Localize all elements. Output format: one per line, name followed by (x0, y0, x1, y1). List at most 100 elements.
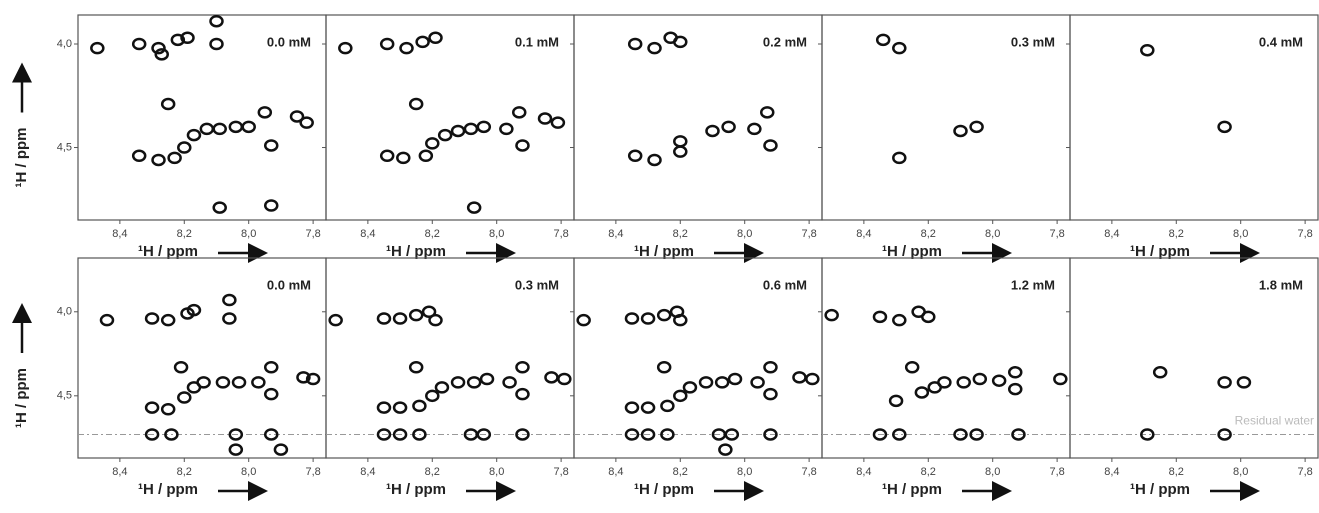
peak (257, 106, 273, 119)
x-tick-label: 8,4 (1104, 466, 1119, 478)
panel-title: 0.6 mM (763, 277, 807, 292)
peak (177, 141, 192, 154)
peak (273, 443, 289, 456)
peak (872, 310, 888, 324)
peak (1140, 428, 1155, 441)
peak (673, 145, 688, 158)
peak (186, 128, 202, 142)
peak (956, 376, 971, 389)
panel-title: 1.8 mM (1259, 277, 1303, 292)
peak (892, 151, 907, 165)
peak (263, 428, 279, 441)
peak (750, 376, 765, 389)
peak (251, 376, 266, 389)
x-tick-label: 8,0 (241, 228, 256, 240)
x-axis-label: ¹H / ppm (1130, 481, 1190, 498)
y-axis-label: ¹H / ppm (13, 368, 30, 428)
peak (824, 308, 839, 322)
peak (160, 97, 176, 111)
peak (627, 149, 643, 163)
peak (682, 381, 698, 394)
peak (167, 151, 182, 165)
x-tick-label: 8,2 (425, 466, 440, 478)
x-tick-label: 8,2 (1169, 228, 1184, 240)
peak (502, 376, 517, 389)
peak (99, 313, 115, 327)
peak (222, 312, 237, 325)
peak (515, 139, 530, 152)
peak (186, 303, 202, 317)
peak (160, 313, 176, 327)
peak (212, 201, 227, 214)
peak (673, 389, 688, 403)
peak (180, 31, 195, 45)
peak (228, 428, 244, 441)
peak (425, 389, 440, 403)
x-tick-label: 7,8 (1297, 228, 1312, 240)
peak (412, 399, 427, 413)
x-tick-label: 7,8 (553, 228, 568, 240)
peak (515, 428, 530, 441)
peak (392, 401, 408, 414)
peak (1007, 382, 1023, 396)
peak (763, 139, 778, 152)
peak (499, 122, 514, 136)
peak (437, 128, 453, 142)
x-tick-label: 8,4 (608, 228, 623, 240)
x-axis-label: ¹H / ppm (386, 481, 446, 498)
peak (1152, 366, 1168, 379)
peak (379, 37, 395, 51)
x-tick-label: 8,0 (489, 228, 504, 240)
peak (727, 372, 743, 386)
panel-frame (1069, 14, 1319, 221)
peak (1053, 372, 1068, 386)
peak (921, 310, 936, 324)
peak (624, 428, 640, 441)
x-tick-label: 8,2 (673, 228, 688, 240)
peak (212, 122, 227, 136)
x-tick-label: 8,4 (608, 466, 623, 478)
peak (434, 381, 450, 394)
peak (415, 35, 430, 49)
peak (718, 443, 733, 456)
x-tick-label: 8,4 (856, 228, 871, 240)
peak (627, 37, 643, 51)
peak (463, 122, 479, 136)
peak (537, 112, 553, 125)
peak (1217, 428, 1232, 441)
peak (222, 293, 237, 307)
peak (263, 139, 279, 152)
peak (969, 428, 984, 441)
peak (759, 106, 775, 119)
peak (428, 313, 443, 327)
peak (656, 308, 672, 322)
peak (479, 372, 495, 386)
peak (515, 387, 530, 401)
peak (805, 372, 820, 386)
peak (624, 401, 640, 414)
x-tick-label: 8,0 (985, 228, 1000, 240)
peak (888, 394, 904, 408)
peak (991, 374, 1007, 387)
peak (289, 110, 305, 123)
peak (763, 387, 778, 401)
peak (721, 120, 736, 134)
x-tick-label: 8,2 (673, 466, 688, 478)
peak (640, 428, 656, 441)
peak (408, 97, 424, 111)
x-axis-label: ¹H / ppm (882, 481, 942, 498)
peak (450, 376, 466, 389)
peak (673, 135, 688, 148)
peak (215, 376, 231, 389)
peak (953, 124, 968, 138)
panel-title: 0.0 mM (267, 34, 311, 49)
peak (466, 201, 482, 214)
x-tick-label: 7,8 (553, 466, 568, 478)
x-tick-label: 7,8 (801, 466, 816, 478)
x-tick-label: 8,2 (177, 466, 192, 478)
peak (576, 313, 591, 327)
x-tick-label: 8,4 (856, 466, 871, 478)
x-tick-label: 7,8 (1049, 466, 1064, 478)
peak (209, 14, 224, 28)
